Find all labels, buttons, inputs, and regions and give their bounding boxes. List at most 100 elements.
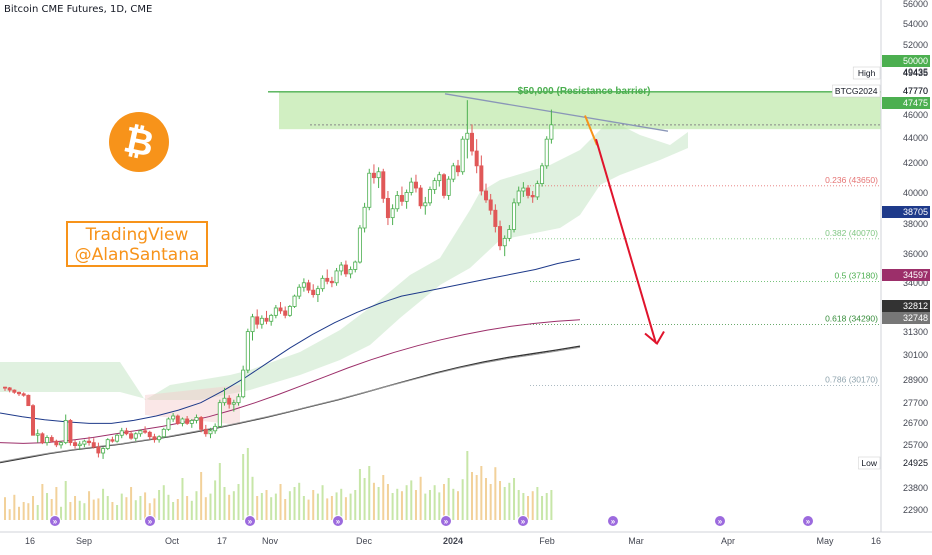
candle-body-11 xyxy=(54,440,59,446)
candle-body-63 xyxy=(297,286,302,297)
price-tag-name-8: Low xyxy=(861,458,877,468)
candle-body-94 xyxy=(441,174,446,196)
candle-body-115 xyxy=(540,165,545,184)
time-tick-5: Dec xyxy=(356,536,373,546)
price-tick-1: 54000 xyxy=(903,19,928,29)
time-tick-11: 16 xyxy=(871,536,881,546)
candle-body-102 xyxy=(479,165,484,192)
volume-bar-105 xyxy=(494,467,497,520)
candle-body-97 xyxy=(455,165,460,173)
volume-bar-1 xyxy=(8,509,11,520)
author-watermark: TradingView @AlanSantana xyxy=(66,221,208,267)
price-tag-value-1: 49435 xyxy=(903,68,928,78)
candle-body-12 xyxy=(59,442,64,446)
forecast-arrow xyxy=(595,138,657,344)
volume-bar-83 xyxy=(391,493,394,520)
volume-bar-115 xyxy=(541,496,544,520)
price-tick-18: 25700 xyxy=(903,440,928,450)
volume-bar-67 xyxy=(316,493,319,520)
volume-bar-19 xyxy=(92,499,95,520)
candle-body-43 xyxy=(203,428,208,435)
price-tag-0: 50000 xyxy=(903,56,928,66)
fib-label-0: 0.236 (43650) xyxy=(825,175,878,185)
candle-body-41 xyxy=(194,417,199,421)
volume-bar-108 xyxy=(508,482,511,520)
candle-body-9 xyxy=(45,437,50,444)
volume-bar-29 xyxy=(139,496,142,520)
volume-bar-103 xyxy=(485,478,488,520)
volume-bar-23 xyxy=(111,502,114,520)
trend-line xyxy=(444,93,669,132)
volume-bar-46 xyxy=(218,463,221,520)
event-marker-icon-8 xyxy=(802,515,814,527)
volume-bar-8 xyxy=(41,484,44,520)
candle-body-116 xyxy=(544,138,549,167)
event-marker-glyph-1: » xyxy=(148,517,153,526)
price-tick-4: 47770 xyxy=(903,86,928,96)
candle-body-69 xyxy=(325,277,330,282)
candle-body-44 xyxy=(208,430,213,435)
event-marker-icon-1 xyxy=(144,515,156,527)
candle-body-74 xyxy=(348,269,353,275)
volume-bar-43 xyxy=(204,497,207,520)
candle-body-5 xyxy=(26,394,31,407)
volume-bar-9 xyxy=(46,493,49,520)
volume-bar-93 xyxy=(438,492,441,520)
price-tag-4: 38705 xyxy=(903,207,928,217)
price-tag-5: 34597 xyxy=(903,270,928,280)
volume-bar-56 xyxy=(265,490,268,520)
event-marker-icon-2 xyxy=(244,515,256,527)
candle-body-46 xyxy=(217,402,222,427)
price-tick-14: 30100 xyxy=(903,350,928,360)
volume-bar-60 xyxy=(284,499,287,520)
volume-bar-34 xyxy=(162,485,165,520)
price-tick-6: 44000 xyxy=(903,133,928,143)
volume-bar-75 xyxy=(354,490,357,520)
price-tag-bg-7 xyxy=(882,312,930,324)
candle-body-105 xyxy=(493,209,498,227)
candle-body-70 xyxy=(329,280,334,284)
candle-body-14 xyxy=(68,420,73,444)
volume-bar-54 xyxy=(256,496,259,520)
volume-bar-97 xyxy=(456,491,459,520)
candle-body-55 xyxy=(259,317,264,325)
price-tick-9: 38000 xyxy=(903,219,928,229)
price-tag-name-2: BTCG2024 xyxy=(835,86,878,96)
candle-body-51 xyxy=(241,369,246,398)
price-tag-value-2: 47770 xyxy=(903,86,928,96)
candle-body-78 xyxy=(367,172,372,208)
candle-body-75 xyxy=(353,261,358,270)
candle-body-76 xyxy=(357,227,362,263)
candle-body-80 xyxy=(376,171,381,179)
candle-body-48 xyxy=(227,397,232,405)
candle-body-30 xyxy=(143,430,148,433)
candle-body-26 xyxy=(124,430,129,435)
candle-body-112 xyxy=(526,187,531,196)
candle-body-77 xyxy=(362,206,367,229)
candle-body-35 xyxy=(166,418,171,430)
volume-bar-15 xyxy=(74,496,77,520)
volume-bar-72 xyxy=(340,488,343,520)
chart-title: Bitcoin CME Futures, 1D, CME xyxy=(4,4,153,15)
candle-body-73 xyxy=(343,264,348,275)
moving-average-4 xyxy=(0,346,581,463)
resistance-label: $50,000 (Resistance barrier) xyxy=(518,86,651,97)
volume-bar-7 xyxy=(36,505,39,520)
volume-bar-78 xyxy=(368,466,371,520)
volume-bar-5 xyxy=(27,503,30,520)
candle-body-89 xyxy=(418,187,423,207)
volume-bar-87 xyxy=(410,480,413,520)
price-tag-6: 32812 xyxy=(903,301,928,311)
volume-bar-109 xyxy=(513,478,516,520)
candle-body-15 xyxy=(73,442,78,447)
volume-bar-39 xyxy=(186,496,189,520)
moving-average-1 xyxy=(0,258,581,424)
price-tag-bg-0 xyxy=(882,55,930,67)
price-tag-bg-4 xyxy=(882,206,930,218)
volume-bar-71 xyxy=(335,492,338,520)
volume-bar-104 xyxy=(489,484,492,520)
volume-bar-88 xyxy=(414,490,417,520)
candle-body-87 xyxy=(409,181,414,193)
